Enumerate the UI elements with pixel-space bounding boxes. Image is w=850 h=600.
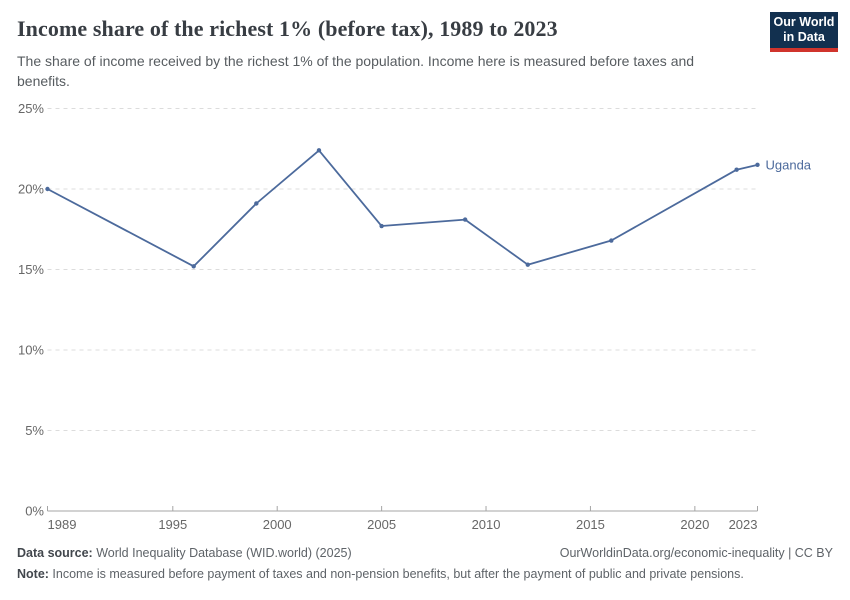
data-point xyxy=(379,223,384,229)
x-tick-label: 2015 xyxy=(576,517,605,532)
data-point xyxy=(525,262,530,267)
owid-logo[interactable]: Our World in Data xyxy=(770,12,838,52)
data-point xyxy=(45,186,50,192)
chart-subtitle: The share of income received by the rich… xyxy=(17,53,695,89)
owid-logo-line2: in Data xyxy=(783,30,825,44)
data-point xyxy=(734,167,739,172)
x-tick-label: 2005 xyxy=(367,517,396,532)
y-tick-label: 10% xyxy=(18,343,44,358)
data-point xyxy=(254,201,259,206)
owid-logo-line1: Our World xyxy=(773,15,835,30)
data-point xyxy=(191,264,196,269)
data-point xyxy=(316,148,322,153)
entity-label: Uganda xyxy=(766,157,812,172)
chart-title: Income share of the richest 1% (before t… xyxy=(17,16,558,41)
y-tick-label: 15% xyxy=(18,262,44,277)
note-text: Income is measured before payment of tax… xyxy=(48,567,744,581)
data-point xyxy=(755,162,760,168)
x-tick-label: 2020 xyxy=(680,517,709,532)
y-tick-label: 25% xyxy=(18,101,44,116)
license-link[interactable]: OurWorldinData.org/economic-inequality |… xyxy=(559,546,833,560)
data-source-label: Data source: xyxy=(17,546,93,560)
data-source-text: World Inequality Database (WID.world) (2… xyxy=(92,546,352,560)
y-tick-label: 0% xyxy=(25,504,44,519)
series-line xyxy=(46,149,759,268)
x-tick-label: 2000 xyxy=(263,517,292,532)
x-tick-label: 1989 xyxy=(48,517,77,532)
y-tick-label: 20% xyxy=(18,182,44,197)
y-tick-label: 5% xyxy=(25,423,44,438)
x-tick-label: 1995 xyxy=(158,517,187,532)
chart-footer: Data source: World Inequality Database (… xyxy=(17,546,833,581)
x-tick-label: 2023 xyxy=(729,517,758,532)
data-source: Data source: World Inequality Database (… xyxy=(17,546,352,560)
data-point xyxy=(462,217,468,222)
x-tick-label: 2010 xyxy=(472,517,501,532)
chart-note: Note: Income is measured before payment … xyxy=(17,567,833,581)
data-point xyxy=(609,238,614,243)
note-label: Note: xyxy=(17,567,49,581)
